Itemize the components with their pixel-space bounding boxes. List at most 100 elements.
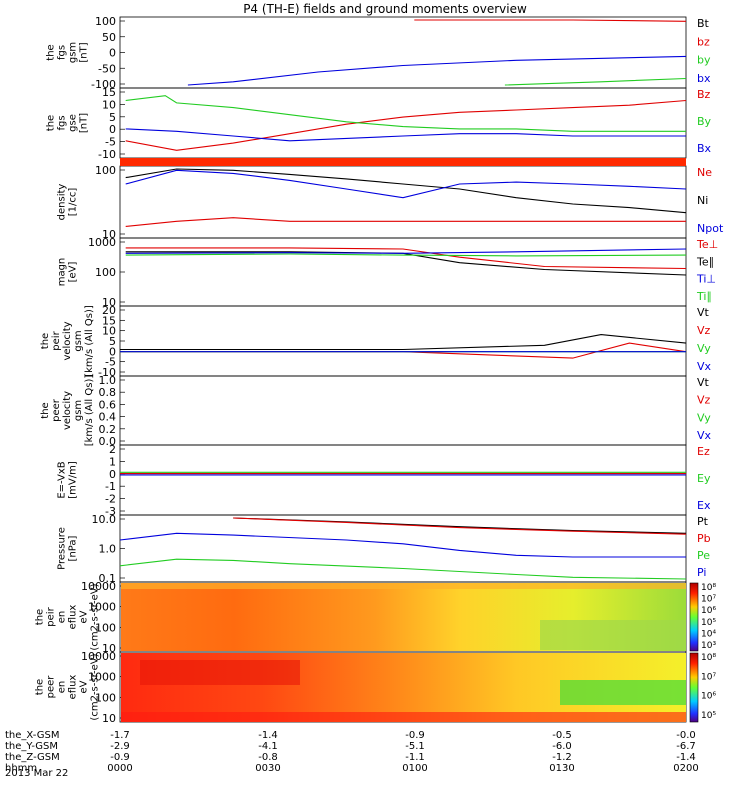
legend-entry: Vy [697, 342, 711, 355]
y-axis-label: the [35, 679, 46, 695]
y-tick-label: 10000 [81, 650, 116, 663]
y-axis-label: gsm [68, 42, 79, 63]
y-axis-label: peir [51, 330, 62, 350]
y-axis-label: [km/s (All Qs)] [84, 305, 95, 377]
x-tick-label: -1.7 [110, 730, 130, 741]
series-line-Vt [120, 334, 687, 351]
y-tick-label: 0 [109, 468, 116, 481]
y-axis-label: eV [79, 610, 90, 623]
legend-entry: By [697, 115, 712, 128]
x-tick-label: -1.4 [258, 730, 278, 741]
legend-entry: Pi [697, 566, 706, 579]
y-tick-label: 10 [102, 325, 116, 338]
panel-7: 210-1-2-3 E=-VxB [mV/m] Ez Ey Ex [57, 443, 711, 518]
y-tick-label: -3 [105, 505, 116, 518]
legend-entry: Npot [697, 222, 724, 235]
legend-entry: by [697, 54, 711, 67]
y-tick-label: 15 [102, 314, 116, 327]
y-tick-label: 0 [109, 123, 116, 136]
legend-entry: Ni [697, 194, 708, 207]
y-tick-label: 100 [95, 691, 116, 704]
colorbar-label: 10⁴ [701, 629, 716, 639]
x-tick-label: -0.5 [552, 730, 572, 741]
y-axis-label: eflux [68, 605, 79, 630]
y-axis-label: the [40, 402, 51, 418]
legend-entry: bz [697, 35, 710, 48]
series-line-Ne [125, 217, 686, 227]
y-axis-label: en [57, 681, 68, 694]
y-tick-label: 20 [102, 304, 116, 317]
y-tick-label: 100 [95, 164, 116, 177]
x-tick-label: -2.9 [110, 741, 130, 752]
y-tick-label: 100 [95, 266, 116, 279]
legend-entry: Ne [697, 166, 712, 179]
y-tick-label: 100 [95, 621, 116, 634]
legend-entry: bx [697, 72, 711, 85]
series-line-bx [187, 55, 687, 86]
y-tick-label: 50 [102, 31, 116, 44]
panel-9: 10000 1000 100 10 the peir en eflux eV (cm2-s-sr-… [35, 580, 717, 655]
y-tick-label: 0 [109, 345, 116, 358]
y-axis-label: fgs [57, 115, 68, 130]
panel-4: 1000 100 10 magn [eV] Te⊥ Te∥ Ti⊥ Ti∥ [57, 236, 719, 309]
y-axis-label: magn [57, 258, 68, 287]
panel-6: 1.00.80.60.40.20.0 the peer velocity gsm [km/… [40, 374, 712, 448]
panel-frame [119, 305, 687, 377]
y-axis-label: eV [79, 680, 90, 693]
y-axis-label: Pressure [57, 527, 68, 570]
y-tick-label: 10000 [81, 580, 116, 593]
panel-frame [119, 165, 687, 239]
x-tick-label: -4.1 [258, 741, 278, 752]
series-line-bz [414, 19, 687, 22]
y-tick-label: -10 [98, 148, 116, 161]
y-tick-label: 100 [95, 15, 116, 28]
panel-frame [119, 375, 687, 446]
y-tick-label: 0.1 [99, 572, 117, 585]
x-tick-label: -5.1 [405, 741, 425, 752]
y-axis-label: (cm2-s-sr-eV) [90, 583, 101, 650]
y-tick-label: 0.8 [99, 386, 117, 399]
y-tick-label: -5 [105, 136, 116, 149]
x-tick-label: 0200 [673, 763, 698, 774]
legend-entry: Ey [697, 472, 711, 485]
x-tick-label: 0100 [402, 763, 427, 774]
y-tick-label: 0.4 [99, 411, 117, 424]
series-line-Ni [125, 168, 687, 214]
legend-entry: Bz [697, 88, 711, 101]
x-row-label: hhmm [5, 763, 37, 774]
panel-10: 10000 1000 100 10 the peer en eflux eV (cm2-s-sr-… [35, 650, 717, 725]
y-tick-label: 1000 [88, 601, 116, 614]
colorbar-label: 10⁷ [701, 672, 716, 682]
y-axis-label: [nT] [79, 113, 90, 133]
y-tick-label: 1000 [88, 671, 116, 684]
y-tick-label: 10 [102, 98, 116, 111]
legend-entry: Ez [697, 445, 710, 458]
y-axis-label: [mV/m] [68, 461, 79, 499]
y-tick-label: 10 [102, 642, 116, 655]
panel-frame [119, 444, 687, 516]
x-axis-labels: the_X-GSM -1.7 -1.4 -0.9 -0.5 -0.0 the_Y-GSM -2… [5, 730, 699, 774]
legend-entry: Vx [697, 429, 712, 442]
legend-entry: Vt [697, 306, 710, 319]
y-axis-label: eflux [68, 675, 79, 700]
y-axis-label: gse [68, 114, 79, 132]
colorbar-ele [689, 652, 699, 723]
y-tick-label: 0.2 [99, 423, 117, 436]
legend-entry: Vy [697, 411, 711, 424]
y-tick-label: 5 [109, 111, 116, 124]
electron-spectrogram [121, 653, 686, 722]
y-axis-label: [nPa] [68, 535, 79, 561]
y-tick-label: 0.0 [99, 435, 117, 448]
legend-entry: Ti∥ [696, 290, 712, 303]
series-line-Vz [120, 342, 687, 359]
y-axis-label: peer [46, 675, 57, 699]
colorbar-label: 10⁶ [701, 692, 716, 702]
colorbar-label: 10⁷ [701, 595, 716, 605]
y-tick-label: -50 [98, 62, 116, 75]
series-line-Pe [119, 558, 687, 580]
date-label: 2013 Mar 22 [5, 768, 68, 779]
panel-1: 100 50 0 -50 -100 the fgs gsm [nT] Bt bz by bx [46, 15, 711, 91]
y-axis-label: the [46, 115, 57, 131]
colorbar-label: 10⁸ [701, 583, 716, 593]
legend-entry: Te⊥ [696, 238, 718, 251]
